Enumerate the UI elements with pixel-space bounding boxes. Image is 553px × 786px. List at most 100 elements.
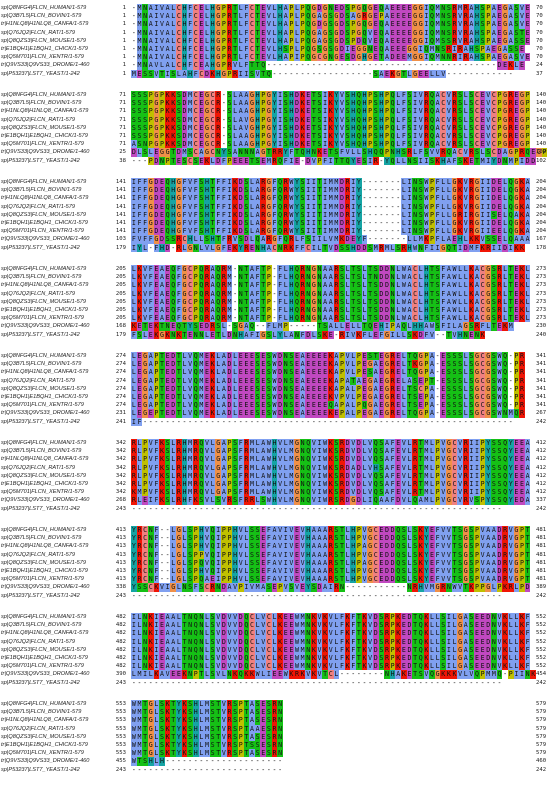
sequence-name[interactable]: sp|Q5M701|FLCN_XENTR/1-579 (1, 402, 84, 409)
alignment-row: sp|P53237|LST7_YEAST/1-242 179 F S L E K G K N K T E… (0, 330, 553, 339)
sequence-name[interactable]: tr|Q9VS33|Q9VS33_DROME/1-460 (1, 62, 90, 69)
sequence-name[interactable]: tr|Q9VS33|Q9VS33_DROME/1-460 (1, 149, 90, 156)
sequence-name[interactable]: tr|H1NLQ8|H1NLQ8_CANFA/1-579 (1, 543, 89, 550)
sequence-name[interactable]: sp|Q5M701|FLCN_XENTR/1-579 (1, 489, 84, 496)
sequence-name[interactable]: tr|E1BQH1|E1BQH1_CHICK/1-579 (1, 568, 88, 574)
end-position: 412 (536, 464, 547, 471)
sequence-name[interactable]: sp|Q8NFG4|FLCN_HUMAN/1-579 (1, 5, 87, 11)
start-position: 342 (115, 448, 126, 455)
sequence-name[interactable]: sp|Q3B7L5|FLCN_BOVIN/1-579 (1, 13, 82, 20)
sequence-name[interactable]: tr|E1BQH1|E1BQH1_CHICK/1-579 (1, 307, 88, 313)
sequence-name[interactable]: sp|Q5M701|FLCN_XENTR/1-579 (1, 663, 84, 670)
sequence-name[interactable]: sp|Q8QZS3|FLCN_MOUSE/1-579 (1, 559, 86, 566)
sequence-name[interactable]: sp|Q8NFG4|FLCN_HUMAN/1-579 (1, 614, 87, 620)
sequence-name[interactable]: sp|P53237|LST7_YEAST/1-242 (1, 157, 80, 164)
alignment-row: sp|Q3B7L5|FLCN_BOVIN/1-579 141 I F F G D E Q H G F V… (0, 186, 553, 195)
sequence-name[interactable]: sp|Q76JQ2|FLCN_RAT/1-579 (1, 29, 75, 36)
alignment-row: tr|H1NLQ8|H1NLQ8_CANFA/1-579 482 I L N K I E A A L… (0, 629, 553, 638)
start-position: 274 (115, 385, 126, 392)
sequence-name[interactable]: sp|Q8NFG4|FLCN_HUMAN/1-579 (1, 266, 87, 272)
sequence-name[interactable]: tr|H1NLQ8|H1NLQ8_CANFA/1-579 (1, 108, 89, 115)
alignment-row: tr|Q9VS33|Q9VS33_DROME/1-460 455 W T S H L H - - -… (0, 757, 553, 766)
sequence-name[interactable]: sp|P53237|LST7_YEAST/1-242 (1, 331, 80, 338)
sequence-name[interactable]: sp|Q8NFG4|FLCN_HUMAN/1-579 (1, 353, 87, 359)
sequence-name[interactable]: sp|Q5M701|FLCN_XENTR/1-579 (1, 750, 84, 757)
sequence-name[interactable]: sp|Q3B7L5|FLCN_BOVIN/1-579 (1, 622, 82, 629)
sequence-name[interactable]: sp|Q76JQ2|FLCN_RAT/1-579 (1, 551, 75, 558)
sequence-name[interactable]: sp|Q5M701|FLCN_XENTR/1-579 (1, 576, 84, 583)
sequence-name[interactable]: sp|Q76JQ2|FLCN_RAT/1-579 (1, 725, 75, 732)
sequence-name[interactable]: sp|Q3B7L5|FLCN_BOVIN/1-579 (1, 274, 82, 281)
alignment-row: sp|Q3B7L5|FLCN_BOVIN/1-579 274 L E G A P T E D T L V… (0, 360, 553, 369)
sequence-name[interactable]: sp|Q5M701|FLCN_XENTR/1-579 (1, 54, 84, 61)
sequence-name[interactable]: tr|H1NLQ8|H1NLQ8_CANFA/1-579 (1, 717, 89, 724)
sequence-name[interactable]: tr|E1BQH1|E1BQH1_CHICK/1-579 (1, 394, 88, 400)
sequence-name[interactable]: tr|E1BQH1|E1BQH1_CHICK/1-579 (1, 46, 88, 52)
alignment-row: sp|Q8QZS3|FLCN_MOUSE/1-579 342 R L P V F K S L R H M… (0, 471, 553, 480)
sequence-name[interactable]: sp|Q8QZS3|FLCN_MOUSE/1-579 (1, 124, 86, 131)
sequence-name[interactable]: sp|P53237|LST7_YEAST/1-242 (1, 70, 80, 77)
sequence-name[interactable]: tr|E1BQH1|E1BQH1_CHICK/1-579 (1, 481, 88, 487)
sequence-name[interactable]: tr|E1BQH1|E1BQH1_CHICK/1-579 (1, 742, 88, 748)
start-position: 342 (115, 464, 126, 471)
sequence-name[interactable]: sp|Q76JQ2|FLCN_RAT/1-579 (1, 638, 75, 645)
sequence-name[interactable]: sp|Q76JQ2|FLCN_RAT/1-579 (1, 116, 75, 123)
sequence-name[interactable]: sp|P53237|LST7_YEAST/1-242 (1, 766, 80, 773)
alignment-row: sp|P53237|LST7_YEAST/1-242 38 - - - P D N P T E S C S… (0, 156, 553, 165)
sequence-name[interactable]: sp|Q8NFG4|FLCN_HUMAN/1-579 (1, 701, 87, 707)
sequence-name[interactable]: tr|E1BQH1|E1BQH1_CHICK/1-579 (1, 133, 88, 139)
sequence-name[interactable]: tr|H1NLQ8|H1NLQ8_CANFA/1-579 (1, 456, 89, 463)
sequence-name[interactable]: sp|P53237|LST7_YEAST/1-242 (1, 505, 80, 512)
sequence-name[interactable]: sp|Q5M701|FLCN_XENTR/1-579 (1, 141, 84, 148)
sequence-name[interactable]: tr|H1NLQ8|H1NLQ8_CANFA/1-579 (1, 21, 89, 28)
sequence-name[interactable]: sp|Q8QZS3|FLCN_MOUSE/1-579 (1, 37, 86, 44)
sequence-name[interactable]: sp|Q8NFG4|FLCN_HUMAN/1-579 (1, 440, 87, 446)
sequence-name[interactable]: tr|Q9VS33|Q9VS33_DROME/1-460 (1, 758, 90, 765)
sequence-name[interactable]: sp|Q8QZS3|FLCN_MOUSE/1-579 (1, 646, 86, 653)
sequence-name[interactable]: sp|Q8NFG4|FLCN_HUMAN/1-579 (1, 92, 87, 98)
sequence-name[interactable]: sp|P53237|LST7_YEAST/1-242 (1, 244, 80, 251)
sequence-name[interactable]: sp|Q3B7L5|FLCN_BOVIN/1-579 (1, 361, 82, 368)
sequence-name[interactable]: tr|Q9VS33|Q9VS33_DROME/1-460 (1, 671, 90, 678)
sequence-name[interactable]: tr|H1NLQ8|H1NLQ8_CANFA/1-579 (1, 630, 89, 637)
end-position: 140 (536, 116, 547, 123)
sequence-name[interactable]: tr|Q9VS33|Q9VS33_DROME/1-460 (1, 497, 90, 504)
sequence-name[interactable]: tr|H1NLQ8|H1NLQ8_CANFA/1-579 (1, 369, 89, 376)
sequence-name[interactable]: tr|H1NLQ8|H1NLQ8_CANFA/1-579 (1, 195, 89, 202)
sequence-name[interactable]: sp|Q3B7L5|FLCN_BOVIN/1-579 (1, 535, 82, 542)
sequence-name[interactable]: tr|Q9VS33|Q9VS33_DROME/1-460 (1, 323, 90, 330)
sequence-name[interactable]: sp|Q76JQ2|FLCN_RAT/1-579 (1, 464, 75, 471)
sequence-name[interactable]: tr|Q9VS33|Q9VS33_DROME/1-460 (1, 410, 90, 417)
sequence-name[interactable]: sp|Q3B7L5|FLCN_BOVIN/1-579 (1, 709, 82, 716)
sequence-name[interactable]: sp|Q76JQ2|FLCN_RAT/1-579 (1, 290, 75, 297)
start-position: 413 (115, 559, 126, 566)
sequence-name[interactable]: sp|Q5M701|FLCN_XENTR/1-579 (1, 228, 84, 235)
sequence-name[interactable]: sp|Q3B7L5|FLCN_BOVIN/1-579 (1, 187, 82, 194)
sequence-name[interactable]: sp|Q3B7L5|FLCN_BOVIN/1-579 (1, 448, 82, 455)
sequence-name[interactable]: sp|Q8NFG4|FLCN_HUMAN/1-579 (1, 179, 87, 185)
sequence-name[interactable]: tr|Q9VS33|Q9VS33_DROME/1-460 (1, 236, 90, 243)
sequence-name[interactable]: sp|Q8QZS3|FLCN_MOUSE/1-579 (1, 385, 86, 392)
sequence-name[interactable]: sp|Q8NFG4|FLCN_HUMAN/1-579 (1, 527, 87, 533)
sequence-name[interactable]: sp|Q8QZS3|FLCN_MOUSE/1-579 (1, 298, 86, 305)
sequence-name[interactable]: sp|P53237|LST7_YEAST/1-242 (1, 592, 80, 599)
sequence-name[interactable]: tr|Q9VS33|Q9VS33_DROME/1-460 (1, 584, 90, 591)
sequence-name[interactable]: tr|H1NLQ8|H1NLQ8_CANFA/1-579 (1, 282, 89, 289)
sequence-name[interactable]: tr|E1BQH1|E1BQH1_CHICK/1-579 (1, 655, 88, 661)
sequence-name[interactable]: sp|Q8QZS3|FLCN_MOUSE/1-579 (1, 472, 86, 479)
sequence-name[interactable]: sp|P53237|LST7_YEAST/1-242 (1, 418, 80, 425)
sequence-name[interactable]: tr|E1BQH1|E1BQH1_CHICK/1-579 (1, 220, 88, 226)
alignment-row: sp|Q8NFG4|FLCN_HUMAN/1-579 205 L K V F E A E Q F G C… (0, 265, 553, 274)
sequence-name[interactable]: sp|Q8QZS3|FLCN_MOUSE/1-579 (1, 211, 86, 218)
sequence-name[interactable]: sp|Q8QZS3|FLCN_MOUSE/1-579 (1, 733, 86, 740)
sequence-name[interactable]: sp|Q76JQ2|FLCN_RAT/1-579 (1, 377, 75, 384)
end-position: 140 (536, 141, 547, 148)
alignment-row: tr|H1NLQ8|H1NLQ8_CANFA/1-579 274 L E G A P T E D T… (0, 368, 553, 377)
start-position: 482 (115, 663, 126, 670)
sequence-name[interactable]: sp|P53237|LST7_YEAST/1-242 (1, 679, 80, 686)
sequence-name[interactable]: sp|Q5M701|FLCN_XENTR/1-579 (1, 315, 84, 322)
sequence-name[interactable]: sp|Q76JQ2|FLCN_RAT/1-579 (1, 203, 75, 210)
sequence-name[interactable]: sp|Q3B7L5|FLCN_BOVIN/1-579 (1, 100, 82, 107)
